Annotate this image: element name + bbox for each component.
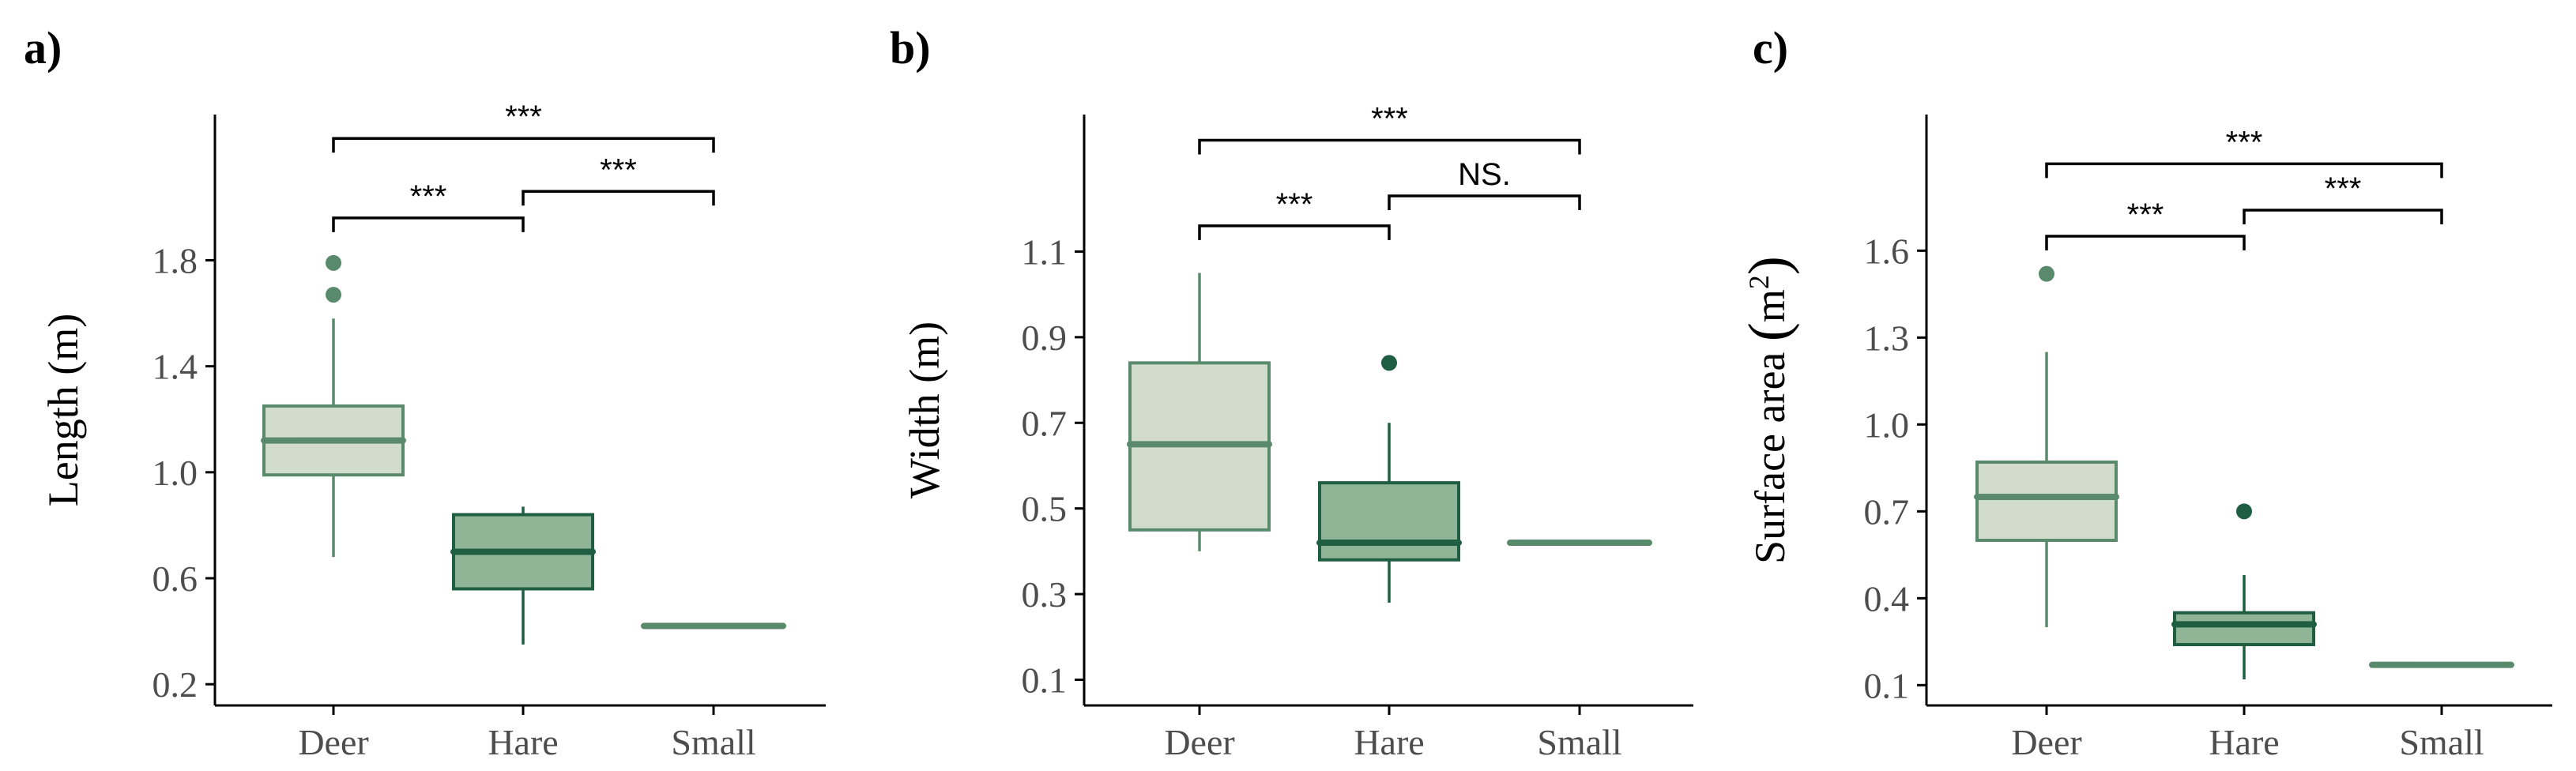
box-body bbox=[1318, 481, 1460, 562]
box-body bbox=[1975, 461, 2118, 542]
x-tick-label: Small bbox=[2399, 722, 2484, 762]
x-tick-label: Deer bbox=[298, 722, 368, 762]
significance-label: *** bbox=[1276, 187, 1313, 222]
box-hare bbox=[450, 506, 596, 645]
y-tick-label: 0.3 bbox=[1022, 574, 1068, 615]
box-deer bbox=[261, 254, 406, 558]
significance-bracket: *** bbox=[2045, 125, 2443, 179]
box-outlier bbox=[326, 287, 341, 303]
significance-bracket: *** bbox=[332, 100, 715, 153]
y-tick-label: 0.5 bbox=[1022, 489, 1068, 529]
x-tick-label: Deer bbox=[2011, 722, 2081, 762]
panel-3: c) Surface area (m2) 0.1 0.4 0.7 1.0 1.3 1.6 Dee… bbox=[1737, 22, 2552, 762]
box-outlier bbox=[2236, 503, 2252, 520]
y-tick-label: 1.3 bbox=[1864, 318, 1910, 358]
significance-label: *** bbox=[2325, 171, 2362, 206]
significance-label: *** bbox=[410, 179, 447, 214]
panel-1: a) Length (m) 0.2 0.6 1.0 1.4 1.8 Deer Hare Small… bbox=[24, 22, 826, 762]
panel-letter: c) bbox=[1753, 22, 1788, 73]
bracket-line bbox=[1388, 194, 1581, 210]
y-tick-label: 0.9 bbox=[1022, 318, 1068, 358]
y-tick-label: 0.6 bbox=[153, 559, 198, 599]
y-tick-label: 1.0 bbox=[1864, 404, 1910, 445]
significance-label: NS. bbox=[1458, 157, 1511, 192]
box-hare bbox=[1316, 355, 1462, 603]
x-tick-label: Small bbox=[671, 722, 755, 762]
bracket-line bbox=[522, 190, 715, 206]
bracket-line bbox=[2045, 235, 2246, 250]
panel-2: b) Width (m) 0.1 0.3 0.5 0.7 0.9 1.1 Deer Hare Sma… bbox=[890, 22, 1693, 762]
significance-label: *** bbox=[1371, 102, 1408, 137]
x-tick-label: Deer bbox=[1164, 722, 1234, 762]
y-tick-label: 1.1 bbox=[1022, 231, 1068, 272]
significance-bracket: *** bbox=[2243, 171, 2443, 224]
y-tick-label: 1.6 bbox=[1864, 231, 1910, 271]
y-tick-label: 0.1 bbox=[1022, 660, 1068, 700]
box-outlier bbox=[2039, 265, 2054, 282]
y-axis-title: Width (m) bbox=[901, 322, 948, 498]
significance-bracket: *** bbox=[1198, 102, 1581, 155]
box-outlier bbox=[1381, 355, 1397, 371]
y-tick-label: 1.4 bbox=[153, 347, 198, 387]
y-tick-label: 0.7 bbox=[1022, 403, 1068, 443]
panel-letter: b) bbox=[890, 22, 931, 73]
significance-bracket: *** bbox=[522, 152, 715, 206]
x-tick-label: Small bbox=[1537, 722, 1621, 762]
panel-letter: a) bbox=[24, 22, 62, 73]
bracket-line bbox=[1198, 138, 1581, 155]
significance-bracket: *** bbox=[1198, 187, 1391, 240]
y-tick-label: 0.2 bbox=[153, 664, 198, 705]
x-tick-label: Hare bbox=[2209, 722, 2279, 762]
y-tick-label: 0.7 bbox=[1864, 491, 1910, 532]
bracket-line bbox=[1198, 224, 1391, 240]
y-axis-title: Length (m) bbox=[40, 314, 87, 506]
bracket-line bbox=[2045, 162, 2443, 179]
box-deer bbox=[1974, 265, 2119, 627]
x-tick-label: Hare bbox=[1354, 722, 1424, 762]
y-axis-title: Surface area (m2) bbox=[1737, 256, 1800, 564]
y-tick-label: 0.1 bbox=[1864, 665, 1910, 705]
box-outlier bbox=[326, 254, 341, 271]
box-hare bbox=[2171, 503, 2317, 679]
y-tick-label: 1.8 bbox=[153, 240, 198, 280]
significance-bracket: *** bbox=[332, 179, 525, 232]
significance-label: *** bbox=[2226, 125, 2263, 160]
bracket-line bbox=[332, 137, 715, 153]
significance-label: *** bbox=[600, 152, 637, 187]
significance-label: *** bbox=[2127, 197, 2164, 232]
x-tick-label: Hare bbox=[488, 722, 558, 762]
significance-label: *** bbox=[505, 100, 542, 134]
bracket-line bbox=[2243, 209, 2443, 224]
y-tick-label: 0.4 bbox=[1864, 578, 1910, 619]
significance-bracket: NS. bbox=[1388, 157, 1581, 210]
box-body bbox=[2173, 611, 2315, 647]
significance-bracket: *** bbox=[2045, 197, 2246, 250]
bracket-line bbox=[332, 216, 525, 232]
box-deer bbox=[1127, 273, 1272, 551]
y-tick-label: 1.0 bbox=[153, 453, 198, 493]
